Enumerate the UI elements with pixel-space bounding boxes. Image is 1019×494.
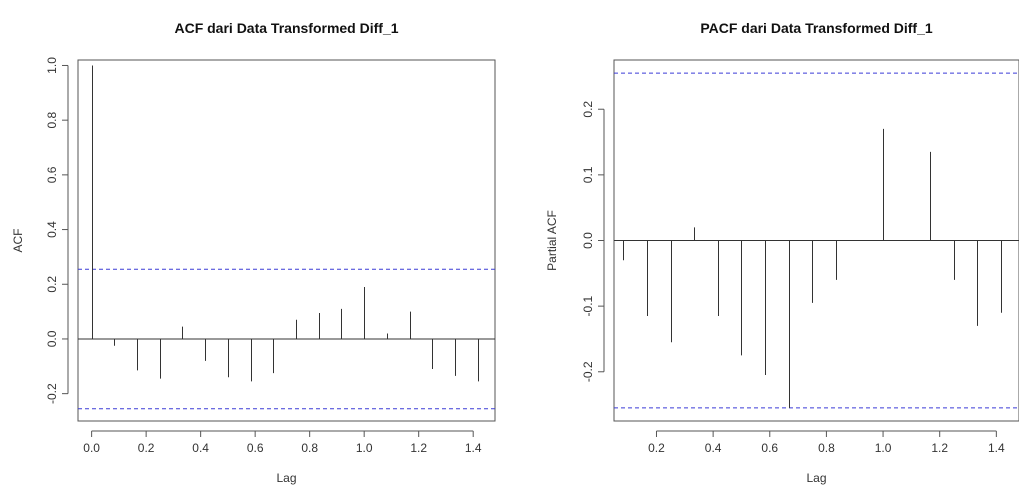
acf-x-tick-label: 0.2 [138, 441, 155, 455]
acf-x-tick-label: 1.0 [356, 441, 373, 455]
pacf-y-tick-label: 0.2 [581, 101, 595, 118]
acf-y-tick-label: 0.0 [45, 330, 59, 347]
pacf-y-tick-label: 0.0 [581, 232, 595, 249]
acf-y-tick-label: 0.2 [45, 276, 59, 293]
acf-x-tick-label: 0.6 [247, 441, 264, 455]
pacf-panel: PACF dari Data Transformed Diff_1 0.2 0.4 0… [545, 20, 1019, 485]
pacf-x-tick-label: 1.0 [875, 441, 892, 455]
acf-plot-frame [77, 59, 496, 422]
pacf-x-tick-label: 0.8 [818, 441, 835, 455]
acf-y-tick-label: 0.8 [45, 112, 59, 129]
acf-y-tick-label: -0.2 [45, 383, 59, 404]
acf-x-tick-label: 0.4 [192, 441, 209, 455]
pacf-y-tick-label: -0.2 [581, 361, 595, 382]
acf-x-tick-label: 1.2 [410, 441, 427, 455]
acf-y-tick-label: 0.6 [45, 166, 59, 183]
pacf-y-tick-label: 0.1 [581, 166, 595, 183]
pacf-y-axis-label: Partial ACF [545, 210, 559, 271]
acf-x-tick-label: 1.4 [465, 441, 482, 455]
acf-x-tick-label: 0.8 [301, 441, 318, 455]
pacf-x-tick-label: 0.2 [648, 441, 665, 455]
pacf-x-tick-label: 0.4 [705, 441, 722, 455]
pacf-title: PACF dari Data Transformed Diff_1 [700, 20, 933, 36]
pacf-x-tick-label: 1.4 [988, 441, 1005, 455]
pacf-x-tick-label: 1.2 [931, 441, 948, 455]
acf-title: ACF dari Data Transformed Diff_1 [174, 20, 398, 36]
acf-y-tick-label: 0.4 [45, 221, 59, 238]
pacf-x-tick-label: 0.6 [761, 441, 778, 455]
pacf-y-tick-label: -0.1 [581, 295, 595, 316]
acf-y-tick-label: 1.0 [45, 57, 59, 74]
acf-panel: ACF dari Data Transformed Diff_1 0.0 0.2 0.… [11, 20, 496, 485]
acf-x-tick-label: 0.0 [83, 441, 100, 455]
acf-x-axis-label: Lag [276, 471, 296, 485]
pacf-x-axis-label: Lag [806, 471, 826, 485]
acf-y-axis-label: ACF [11, 229, 25, 253]
